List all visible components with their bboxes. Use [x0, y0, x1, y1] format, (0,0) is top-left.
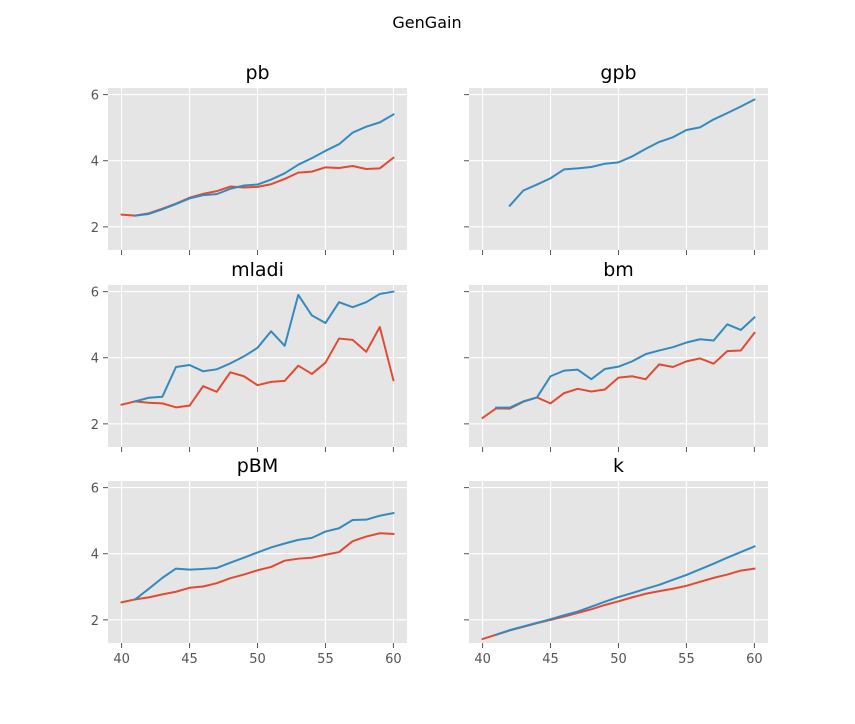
y-tick-label: 4	[91, 155, 99, 170]
series-line-2	[133, 511, 395, 601]
y-tick-label: 2	[91, 221, 99, 236]
subplot-mladi: 2 4 6 mladi	[91, 259, 407, 452]
series-line-1	[120, 532, 395, 604]
figure-suptitle: GenGain	[392, 13, 461, 32]
subplot-title: mladi	[231, 259, 284, 281]
subplot-grid: 2 4 6 pb gpb 2 4 6 mladi bm 40 45 50 55 60 2 4 6 pBM 40 45 50…	[91, 62, 768, 667]
subplot-title: pb	[245, 62, 269, 84]
series-line-2	[495, 315, 756, 409]
y-tick-label: 4	[91, 352, 99, 367]
x-tick-label: 45	[181, 652, 198, 667]
series-line-1	[508, 98, 756, 208]
x-tick-label: 40	[474, 652, 491, 667]
subplot-title: pBM	[237, 455, 279, 477]
y-tick-label: 2	[91, 614, 99, 629]
y-tick-label: 4	[91, 548, 99, 563]
x-tick-label: 50	[610, 652, 627, 667]
subplot-pbm: 40 45 50 55 60 2 4 6 pBM	[91, 455, 407, 667]
subplot-pb: 2 4 6 pb	[91, 62, 407, 255]
series-line-2	[494, 545, 756, 636]
y-tick-label: 6	[91, 286, 99, 301]
subplot-k: 40 45 50 55 60 k	[464, 455, 768, 667]
subplot-title: bm	[603, 259, 634, 281]
x-tick-label: 55	[317, 652, 334, 667]
y-tick-label: 2	[91, 418, 99, 433]
subplot-title: k	[613, 455, 624, 477]
x-tick-label: 45	[542, 652, 559, 667]
subplot-gpb: gpb	[464, 62, 768, 255]
series-line-2	[134, 113, 395, 217]
x-tick-label: 55	[678, 652, 695, 667]
x-tick-label: 60	[746, 652, 763, 667]
x-tick-label: 60	[385, 652, 402, 667]
series-line-2	[133, 290, 395, 403]
x-tick-label: 50	[249, 652, 266, 667]
series-line-1	[120, 325, 395, 409]
subplot-title: gpb	[600, 62, 636, 84]
x-tick-label: 40	[113, 652, 130, 667]
subplot-bm: bm	[464, 259, 768, 452]
y-tick-label: 6	[91, 89, 99, 104]
y-tick-label: 6	[91, 482, 99, 497]
